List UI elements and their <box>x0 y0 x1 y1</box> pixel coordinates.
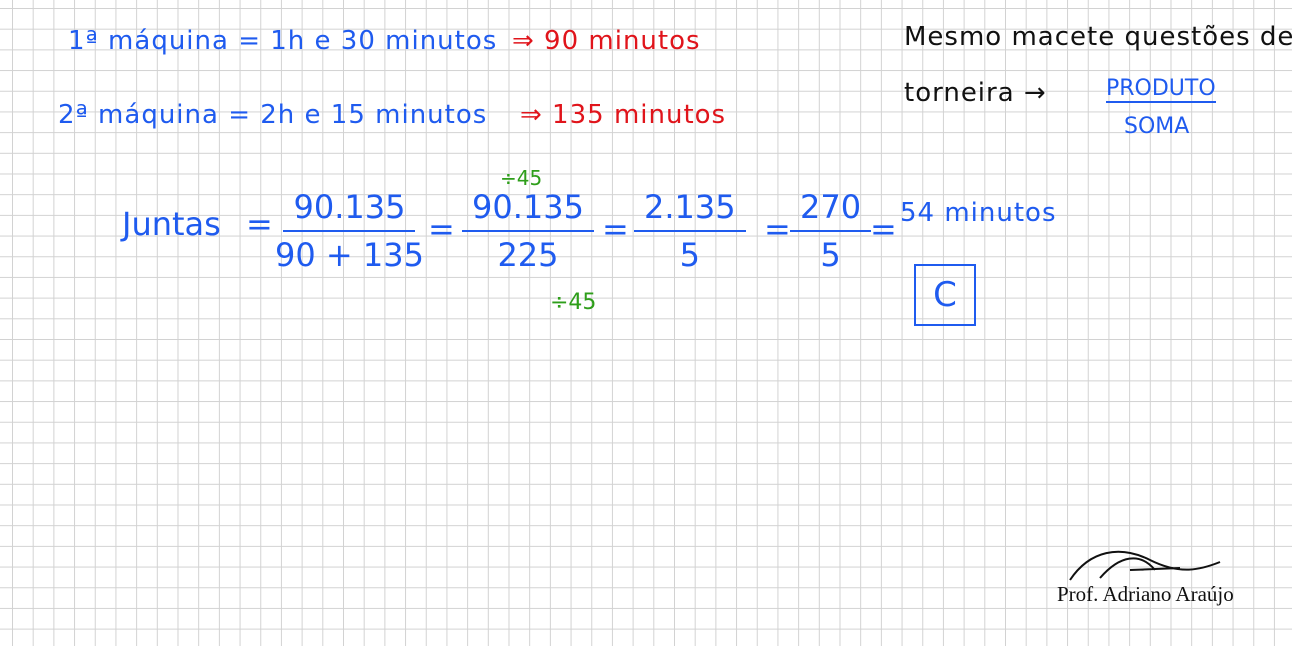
tip-numerator: PRODUTO <box>1106 76 1216 103</box>
denominator: 5 <box>679 236 700 274</box>
given-result: ⇒ 90 minutos <box>512 26 701 56</box>
equals: = <box>602 210 629 248</box>
note: ÷45 <box>550 290 597 315</box>
fraction: 270 5 <box>790 188 872 274</box>
denominator: 225 <box>497 236 559 274</box>
equals: = <box>764 210 791 248</box>
fraction: 90.135 90 + 135 <box>275 188 424 274</box>
solution-label: Juntas <box>122 205 221 243</box>
denominator: 90 + 135 <box>275 236 424 274</box>
signature: Prof. Adriano Araújo <box>1057 582 1234 606</box>
equals: = <box>428 210 455 248</box>
fraction: 90.135 225 <box>462 188 594 274</box>
given-result: ⇒ 135 minutos <box>520 100 727 130</box>
numerator: 90.135 <box>283 188 416 232</box>
denominator: 5 <box>820 236 841 274</box>
tip-denominator: SOMA <box>1124 114 1190 139</box>
given-label: 1ª máquina = 1h e 30 minutos <box>68 26 498 56</box>
answer-box: C <box>914 264 976 326</box>
fraction: 2.135 5 <box>634 188 746 274</box>
equals: = <box>870 210 897 248</box>
numerator: 90.135 <box>462 188 594 232</box>
signature-scribble <box>1069 550 1221 581</box>
tip-line: torneira → <box>904 78 1047 108</box>
given-label: 2ª máquina = 2h e 15 minutos <box>58 100 488 130</box>
numerator: 270 <box>790 188 872 232</box>
tip-line: Mesmo macete questões de <box>904 22 1292 52</box>
equals: = <box>246 205 273 243</box>
solution-result: 54 minutos <box>900 198 1057 228</box>
note: ÷45 <box>500 166 543 190</box>
numerator: 2.135 <box>634 188 746 232</box>
